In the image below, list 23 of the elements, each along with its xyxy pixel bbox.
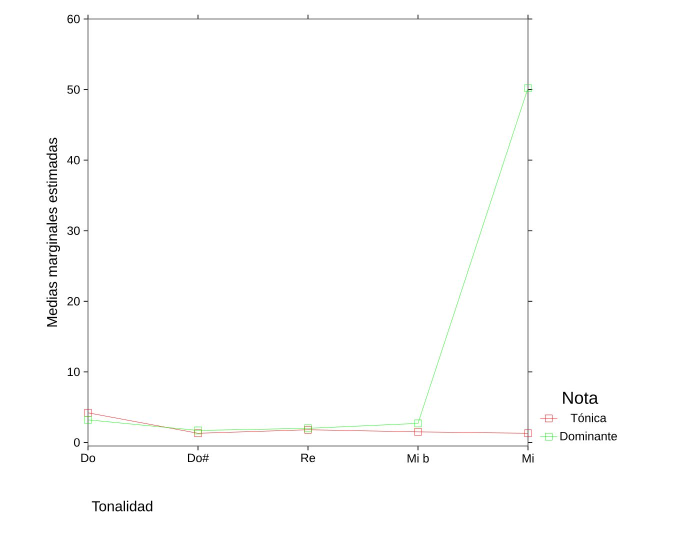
point	[194, 426, 202, 434]
x-tick-label: Re	[301, 454, 316, 462]
point	[524, 430, 532, 437]
y-tick-label: 10	[68, 368, 80, 376]
legend-label: Tónica	[570, 413, 606, 422]
y-tick-label: 0	[74, 438, 80, 447]
y-tick-label: 40	[67, 156, 80, 164]
point	[524, 84, 532, 92]
x-axis-title: Tonalidad	[92, 500, 152, 512]
x-tick-label: Mi	[522, 454, 534, 462]
point	[414, 428, 422, 436]
x-tick-label: Do	[81, 454, 96, 462]
y-tick-label: 20	[67, 297, 80, 306]
y-tick-label: 30	[67, 226, 80, 235]
point	[414, 420, 422, 428]
x-tick-label: Mi b	[408, 454, 429, 463]
y-tick-label: 60	[67, 14, 80, 24]
y-tick-label: 50	[67, 85, 80, 94]
y-axis-title: Medias marginales estimadas	[46, 138, 60, 327]
legend-title: Nota	[563, 392, 598, 404]
legend-label: Dominante	[560, 432, 617, 440]
point	[84, 416, 92, 424]
x-tick-label: Do#	[188, 454, 209, 462]
